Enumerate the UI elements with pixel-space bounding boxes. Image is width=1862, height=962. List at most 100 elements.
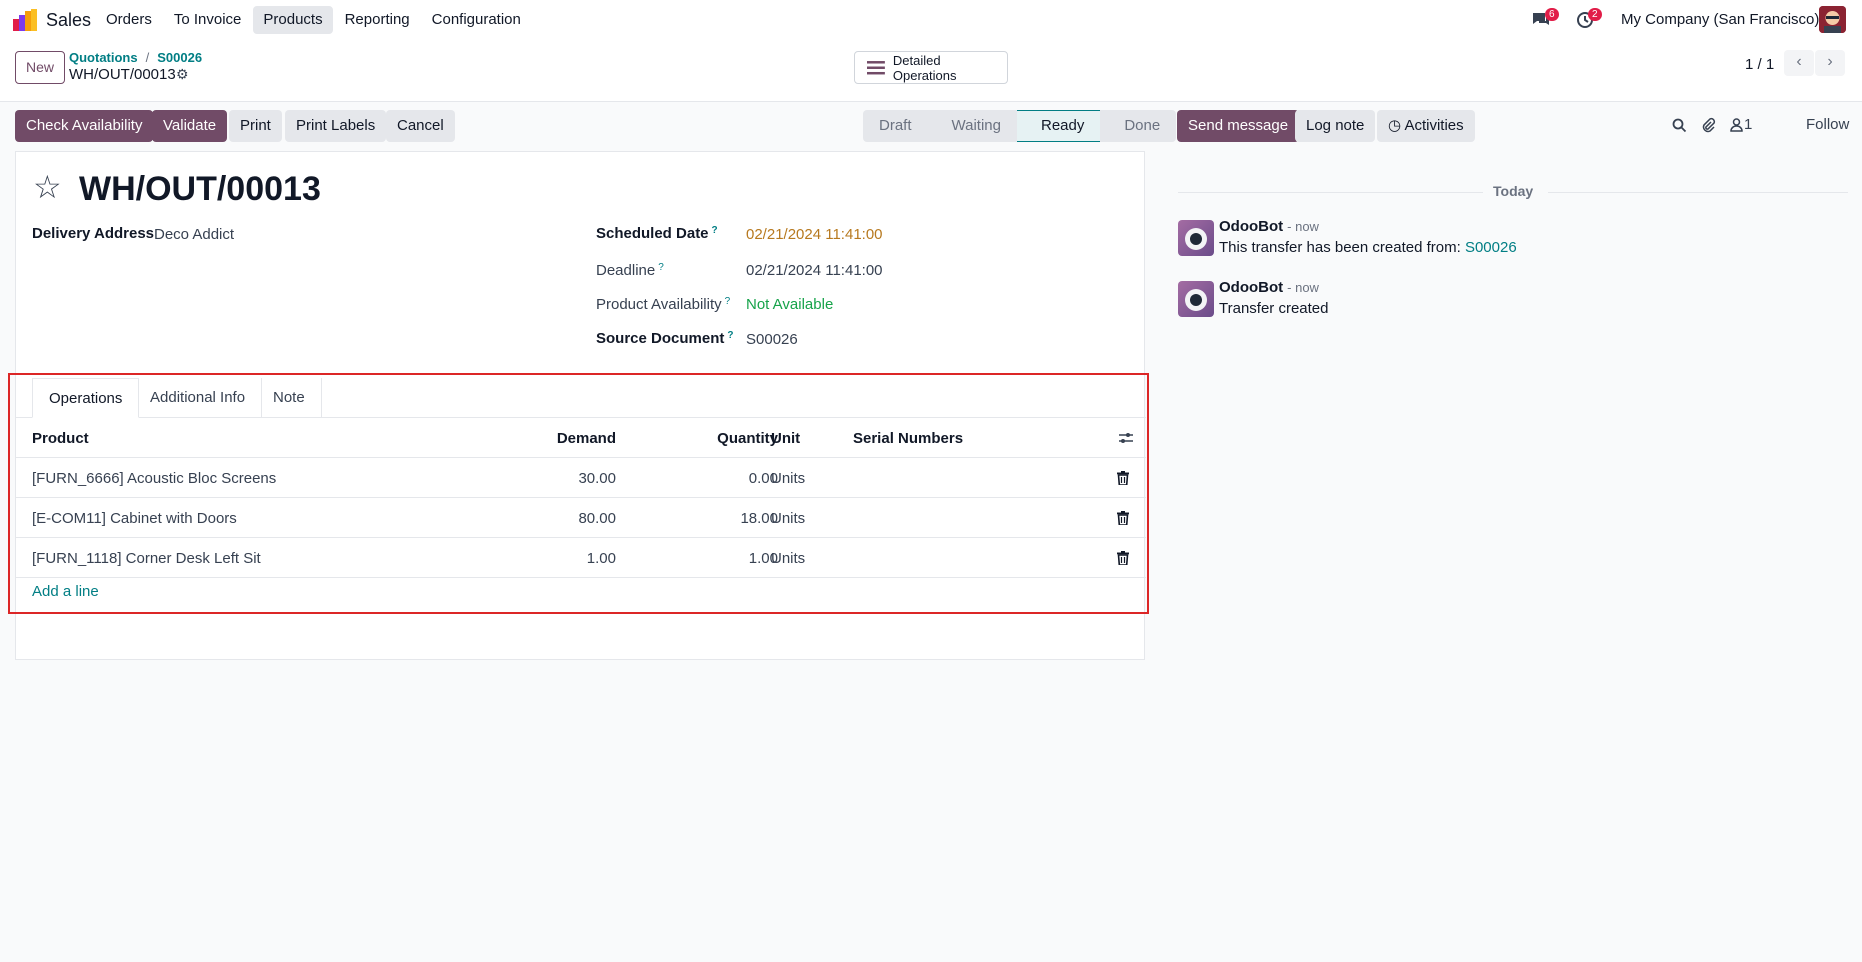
- deadline-field[interactable]: 02/21/2024 11:41:00: [746, 262, 883, 279]
- trash-icon[interactable]: [1117, 471, 1129, 485]
- status-bar: Draft Waiting Ready Done: [863, 110, 1177, 142]
- table-row[interactable]: [FURN_1118] Corner Desk Left Sit 1.00 1.…: [16, 538, 1146, 578]
- messages-badge: 6: [1545, 8, 1559, 21]
- breadcrumb-quotations[interactable]: Quotations: [69, 50, 138, 65]
- product-availability-value: Not Available: [746, 296, 834, 313]
- demand-cell[interactable]: 30.00: [578, 470, 616, 487]
- activities-label: Activities: [1404, 117, 1464, 134]
- trash-icon[interactable]: [1117, 511, 1129, 525]
- activities-button[interactable]: ◷ Activities: [1377, 110, 1475, 142]
- paperclip-icon[interactable]: [1700, 117, 1716, 133]
- log-note-button[interactable]: Log note: [1295, 110, 1376, 142]
- scheduled-date-field[interactable]: 02/21/2024 11:41:00: [746, 226, 883, 243]
- column-quantity[interactable]: Quantity: [717, 430, 778, 447]
- optional-columns-icon[interactable]: [1118, 430, 1134, 446]
- print-button[interactable]: Print: [229, 110, 282, 142]
- follow-button[interactable]: Follow: [1806, 116, 1850, 133]
- date-separator-label: Today: [1493, 183, 1534, 199]
- demand-cell[interactable]: 80.00: [578, 510, 616, 527]
- new-button[interactable]: New: [15, 51, 65, 84]
- trash-icon[interactable]: [1117, 551, 1129, 565]
- status-waiting[interactable]: Waiting: [927, 110, 1017, 142]
- odoobot-avatar[interactable]: [1178, 220, 1214, 256]
- column-unit[interactable]: Unit: [771, 430, 801, 447]
- breadcrumb-current-record: WH/OUT/00013: [69, 66, 176, 83]
- bot-face-icon: [1190, 233, 1202, 245]
- help-icon[interactable]: ?: [727, 330, 734, 341]
- pager-previous-icon[interactable]: ‹: [1784, 50, 1814, 76]
- menu-configuration[interactable]: Configuration: [431, 11, 521, 28]
- product-cell[interactable]: [FURN_1118] Corner Desk Left Sit: [32, 550, 261, 567]
- form-sheet: ☆ WH/OUT/00013 Delivery Address Deco Add…: [15, 151, 1146, 660]
- scheduled-date-label: Scheduled Date?: [596, 225, 718, 242]
- gear-icon[interactable]: ⚙: [176, 66, 189, 82]
- product-cell[interactable]: [E-COM11] Cabinet with Doors: [32, 510, 237, 527]
- unit-cell[interactable]: Units: [771, 550, 806, 567]
- user-avatar[interactable]: [1819, 6, 1846, 33]
- delivery-address-field[interactable]: Deco Addict: [154, 226, 235, 243]
- menu-orders[interactable]: Orders: [106, 11, 152, 28]
- separator-line: [1178, 192, 1483, 193]
- column-serial-numbers[interactable]: Serial Numbers: [853, 430, 964, 447]
- menu-products[interactable]: Products: [253, 6, 333, 34]
- breadcrumb-order[interactable]: S00026: [157, 50, 203, 65]
- delivery-address-label: Delivery Address: [32, 225, 155, 242]
- status-done[interactable]: Done: [1100, 110, 1177, 142]
- help-icon[interactable]: ?: [658, 262, 664, 273]
- message-link[interactable]: S00026: [1464, 239, 1517, 256]
- message-body: This transfer has been created from: S00…: [1219, 239, 1517, 256]
- pager-value[interactable]: 1 / 1: [1745, 56, 1775, 73]
- star-icon[interactable]: ☆: [33, 169, 62, 205]
- source-document-label: Source Document?: [596, 330, 734, 347]
- column-product[interactable]: Product: [32, 430, 89, 447]
- notebook-tabs: Operations Additional Info Note: [16, 374, 1146, 418]
- detailed-operations-label: Detailed Operations: [892, 52, 957, 83]
- app-name[interactable]: Sales: [46, 10, 92, 30]
- pager-next-icon[interactable]: ›: [1815, 50, 1845, 76]
- send-message-button[interactable]: Send message: [1177, 110, 1300, 142]
- message-body: Transfer created: [1219, 300, 1329, 317]
- tab-operations[interactable]: Operations: [32, 378, 140, 418]
- check-availability-button[interactable]: Check Availability: [15, 110, 154, 142]
- quantity-cell[interactable]: 1.00: [748, 550, 778, 567]
- deadline-label: Deadline?: [596, 262, 664, 279]
- unit-cell[interactable]: Units: [771, 510, 806, 527]
- column-demand[interactable]: Demand: [556, 430, 616, 447]
- message-author[interactable]: OdooBot - now: [1219, 218, 1319, 235]
- help-icon[interactable]: ?: [724, 296, 731, 307]
- followers-icon[interactable]: [1730, 118, 1743, 132]
- detailed-operations-button[interactable]: Detailed Operations: [854, 51, 1008, 84]
- product-cell[interactable]: [FURN_6666] Acoustic Bloc Screens: [32, 470, 277, 487]
- tab-note[interactable]: Note: [257, 378, 322, 418]
- odoobot-avatar[interactable]: [1178, 281, 1214, 317]
- quantity-cell[interactable]: 18.00: [740, 510, 778, 527]
- source-document-field[interactable]: S00026: [746, 331, 798, 348]
- menu-reporting[interactable]: Reporting: [344, 11, 410, 28]
- message-time: - now: [1287, 219, 1319, 234]
- app-logo-icon[interactable]: [13, 9, 37, 31]
- message-time: - now: [1287, 280, 1319, 295]
- company-switcher[interactable]: My Company (San Francisco): [1621, 11, 1820, 28]
- unit-cell[interactable]: Units: [771, 470, 806, 487]
- help-icon[interactable]: ?: [711, 225, 718, 236]
- clock-icon: ◷: [1388, 117, 1405, 134]
- followers-count[interactable]: 1: [1744, 116, 1753, 133]
- table-row[interactable]: [FURN_6666] Acoustic Bloc Screens 30.00 …: [16, 458, 1146, 498]
- status-ready[interactable]: Ready: [1016, 110, 1101, 142]
- status-draft[interactable]: Draft: [863, 110, 928, 142]
- message-author[interactable]: OdooBot - now: [1219, 279, 1319, 296]
- table-row[interactable]: [E-COM11] Cabinet with Doors 80.00 18.00…: [16, 498, 1146, 538]
- main-menu: Orders To Invoice Products Reporting Con…: [96, 6, 531, 34]
- add-line-link[interactable]: Add a line: [32, 583, 99, 600]
- date-separator: Today: [1178, 183, 1848, 201]
- record-title: WH/OUT/00013: [79, 170, 321, 208]
- quantity-cell[interactable]: 0.00: [748, 470, 778, 487]
- tab-additional-info[interactable]: Additional Info: [134, 378, 263, 418]
- menu-to-invoice[interactable]: To Invoice: [173, 11, 242, 28]
- separator-line: [1548, 192, 1848, 193]
- cancel-button[interactable]: Cancel: [386, 110, 455, 142]
- print-labels-button[interactable]: Print Labels: [285, 110, 387, 142]
- validate-button[interactable]: Validate: [152, 110, 228, 142]
- search-icon[interactable]: [1672, 118, 1687, 133]
- demand-cell[interactable]: 1.00: [586, 550, 616, 567]
